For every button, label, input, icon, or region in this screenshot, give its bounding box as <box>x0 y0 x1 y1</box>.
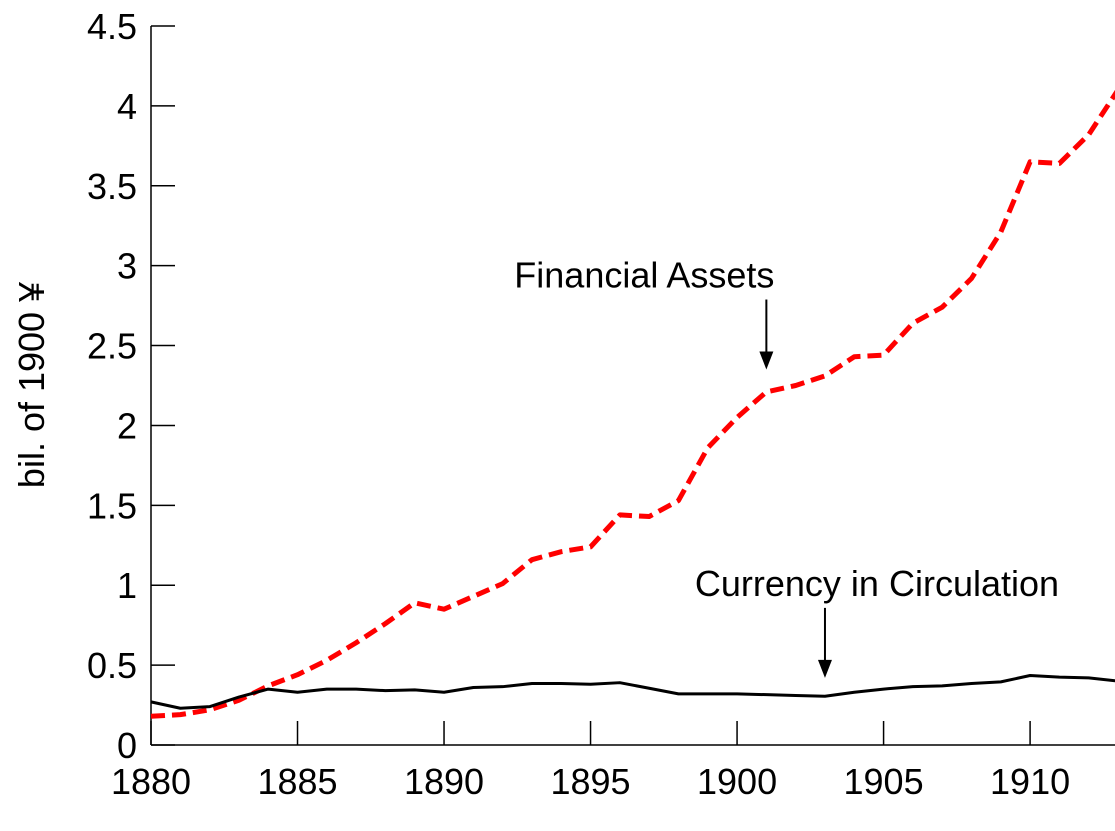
y-axis-label: bil. of 1900 ¥ <box>11 281 52 488</box>
x-tick-label: 1885 <box>257 761 337 802</box>
x-tick-label: 1880 <box>111 761 191 802</box>
y-tick-label: 2.5 <box>87 326 137 367</box>
x-tick-label: 1890 <box>404 761 484 802</box>
x-tick-label: 1905 <box>844 761 924 802</box>
y-tick-label: 0.5 <box>87 645 137 686</box>
x-tick-label: 1910 <box>990 761 1070 802</box>
y-tick-label: 3.5 <box>87 166 137 207</box>
annotation: Currency in Circulation <box>695 563 1059 604</box>
series-line <box>150 89 1115 719</box>
y-tick-label: 1.5 <box>87 485 137 526</box>
y-tick-label: 0 <box>117 725 137 766</box>
y-tick-label: 4.5 <box>87 6 137 47</box>
y-tick-label: 4 <box>117 86 137 127</box>
y-tick-label: 1 <box>117 565 137 606</box>
y-tick-label: 2 <box>117 405 137 446</box>
annotation-arrowhead <box>817 659 832 678</box>
series-line <box>150 673 1115 710</box>
annotation: Financial Assets <box>514 255 774 296</box>
y-tick-label: 3 <box>117 246 137 287</box>
annotation-arrowhead <box>759 351 774 370</box>
x-tick-label: 1895 <box>550 761 630 802</box>
x-tick-label: 1900 <box>697 761 777 802</box>
